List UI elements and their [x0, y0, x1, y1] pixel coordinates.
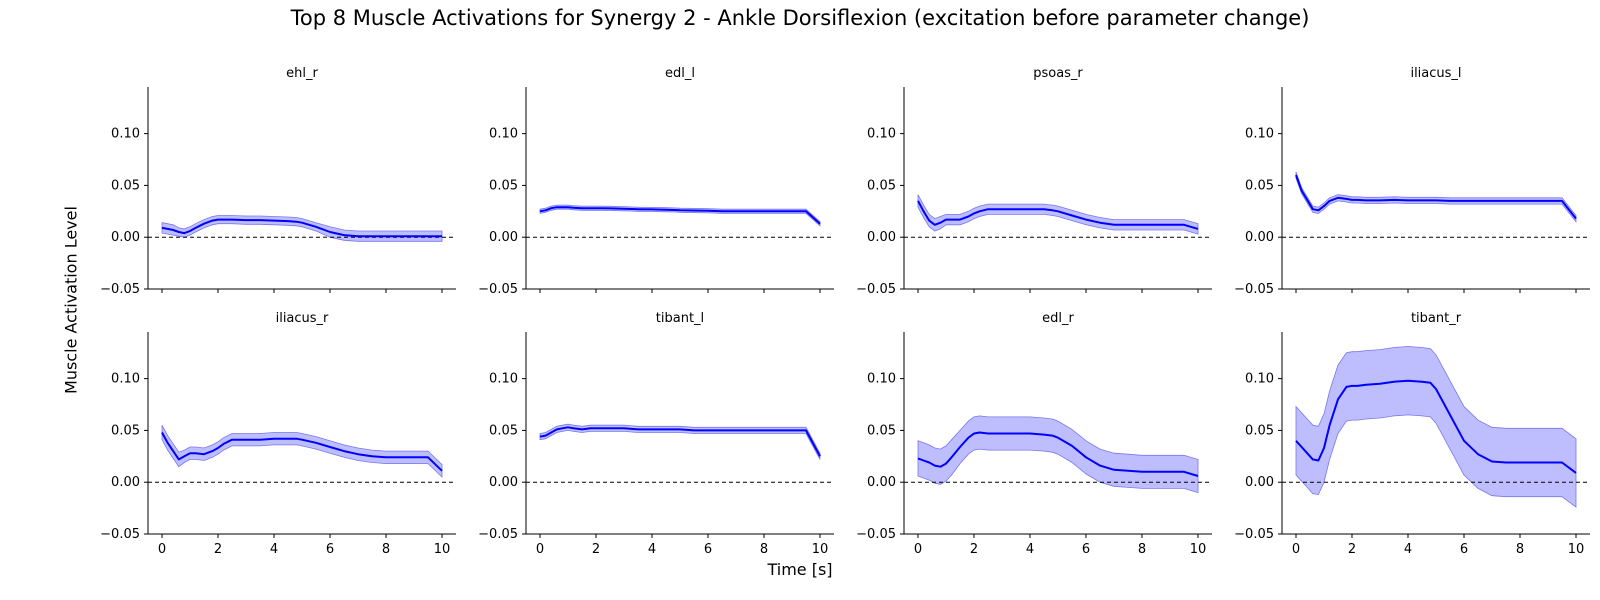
- x-tick-label: 6: [1082, 542, 1090, 557]
- y-tick-label: 0.05: [867, 178, 896, 193]
- x-tick-label: 2: [214, 542, 222, 557]
- y-tick-label: 0.10: [867, 372, 896, 387]
- x-tick-label: 4: [648, 542, 656, 557]
- subplot-iliacus_r: iliacus_r −0.05 0.00 0.05 0.10 0 2 4 6 8 10: [100, 311, 456, 557]
- y-tick-label: 0.10: [1245, 372, 1274, 387]
- y-tick-label: 0.00: [867, 475, 896, 490]
- confidence-band-edl_r: [917, 415, 1199, 494]
- y-tick-label: −0.05: [100, 282, 140, 297]
- confidence-band-psoas_r: [917, 194, 1199, 235]
- mean-line-iliacus_r: [161, 432, 443, 472]
- subplot-title: psoas_r: [1033, 66, 1083, 81]
- confidence-band-tibant_r: [1295, 346, 1577, 508]
- y-tick-label: 0.05: [867, 423, 896, 438]
- subplot-title: ehl_r: [286, 66, 318, 81]
- subplot-ehl_r: ehl_r −0.05 0.00 0.05 0.10: [100, 66, 456, 297]
- x-tick-label: 2: [1348, 542, 1356, 557]
- subplot-title: iliacus_l: [1410, 66, 1461, 81]
- confidence-band-ehl_r: [161, 215, 443, 242]
- y-tick-label: 0.10: [111, 372, 140, 387]
- x-tick-label: 0: [158, 542, 166, 557]
- x-tick-label: 6: [1460, 542, 1468, 557]
- x-tick-label: 10: [812, 542, 829, 557]
- mean-line-ehl_r: [161, 218, 442, 238]
- subplot-tibant_l: tibant_l −0.05 0.00 0.05 0.10 0 2 4 6 8 10: [478, 311, 834, 557]
- y-tick-label: 0.10: [867, 127, 896, 142]
- y-tick-label: −0.05: [478, 527, 518, 542]
- y-tick-label: 0.05: [489, 423, 518, 438]
- mean-line-psoas_r: [917, 200, 1199, 230]
- y-tick-label: 0.10: [111, 127, 140, 142]
- x-tick-label: 8: [382, 542, 390, 557]
- subplot-tibant_r: tibant_r −0.05 0.00 0.05 0.10 0 2 4 6 8 10: [1234, 311, 1590, 557]
- subplot-psoas_r: psoas_r −0.05 0.00 0.05 0.10: [856, 66, 1212, 297]
- confidence-band-tibant_l: [539, 423, 821, 460]
- y-tick-label: −0.05: [856, 282, 896, 297]
- y-tick-label: 0.10: [489, 127, 518, 142]
- x-axis-label: Time [s]: [767, 560, 833, 579]
- y-tick-label: 0.00: [111, 230, 140, 245]
- subplot-edl_r: edl_r −0.05 0.00 0.05 0.10 0 2 4 6 8 10: [856, 311, 1212, 557]
- x-tick-label: 10: [434, 542, 451, 557]
- y-tick-label: 0.05: [111, 423, 140, 438]
- mean-line-tibant_r: [1295, 379, 1577, 474]
- mean-line-edl_l: [539, 206, 821, 225]
- x-tick-label: 10: [1190, 542, 1207, 557]
- y-tick-label: 0.00: [111, 475, 140, 490]
- subplot-edl_l: edl_l −0.05 0.00 0.05 0.10: [478, 66, 834, 297]
- x-tick-label: 0: [1292, 542, 1300, 557]
- y-tick-label: −0.05: [100, 527, 140, 542]
- confidence-band-iliacus_r: [161, 425, 443, 478]
- subplot-title: iliacus_r: [276, 311, 329, 326]
- subplot-title: tibant_r: [1411, 311, 1462, 326]
- x-tick-label: 8: [1516, 542, 1524, 557]
- subplot-title: tibant_l: [656, 311, 704, 326]
- x-tick-label: 4: [1404, 542, 1412, 557]
- y-tick-label: −0.05: [1234, 527, 1274, 542]
- y-tick-label: 0.10: [489, 372, 518, 387]
- x-tick-label: 0: [914, 542, 922, 557]
- x-tick-label: 8: [760, 542, 768, 557]
- y-tick-label: 0.00: [1245, 230, 1274, 245]
- x-tick-label: 4: [1026, 542, 1034, 557]
- mean-line-edl_r: [917, 431, 1199, 477]
- mean-line-tibant_l: [539, 426, 821, 457]
- figure-title: Top 8 Muscle Activations for Synergy 2 -…: [290, 6, 1310, 30]
- y-tick-label: 0.05: [111, 178, 140, 193]
- y-tick-label: 0.00: [489, 475, 518, 490]
- subplot-iliacus_l: iliacus_l −0.05 0.00 0.05 0.10: [1234, 66, 1590, 297]
- y-tick-label: 0.00: [1245, 475, 1274, 490]
- x-tick-label: 4: [270, 542, 278, 557]
- x-tick-label: 8: [1138, 542, 1146, 557]
- confidence-band-iliacus_l: [1295, 171, 1577, 223]
- y-tick-label: −0.05: [478, 282, 518, 297]
- y-tick-label: −0.05: [856, 527, 896, 542]
- subplot-title: edl_r: [1042, 311, 1074, 326]
- y-tick-label: −0.05: [1234, 282, 1274, 297]
- x-tick-label: 0: [536, 542, 544, 557]
- mean-line-iliacus_l: [1295, 174, 1577, 220]
- x-tick-label: 2: [970, 542, 978, 557]
- x-tick-label: 6: [326, 542, 334, 557]
- x-tick-label: 10: [1568, 542, 1585, 557]
- y-tick-label: 0.05: [1245, 178, 1274, 193]
- subplot-title: edl_l: [665, 66, 695, 81]
- y-tick-label: 0.10: [1245, 127, 1274, 142]
- x-tick-label: 2: [592, 542, 600, 557]
- y-tick-label: 0.00: [867, 230, 896, 245]
- y-tick-label: 0.00: [489, 230, 518, 245]
- confidence-band-edl_l: [539, 204, 821, 227]
- y-tick-label: 0.05: [489, 178, 518, 193]
- x-tick-label: 6: [704, 542, 712, 557]
- y-tick-label: 0.05: [1245, 423, 1274, 438]
